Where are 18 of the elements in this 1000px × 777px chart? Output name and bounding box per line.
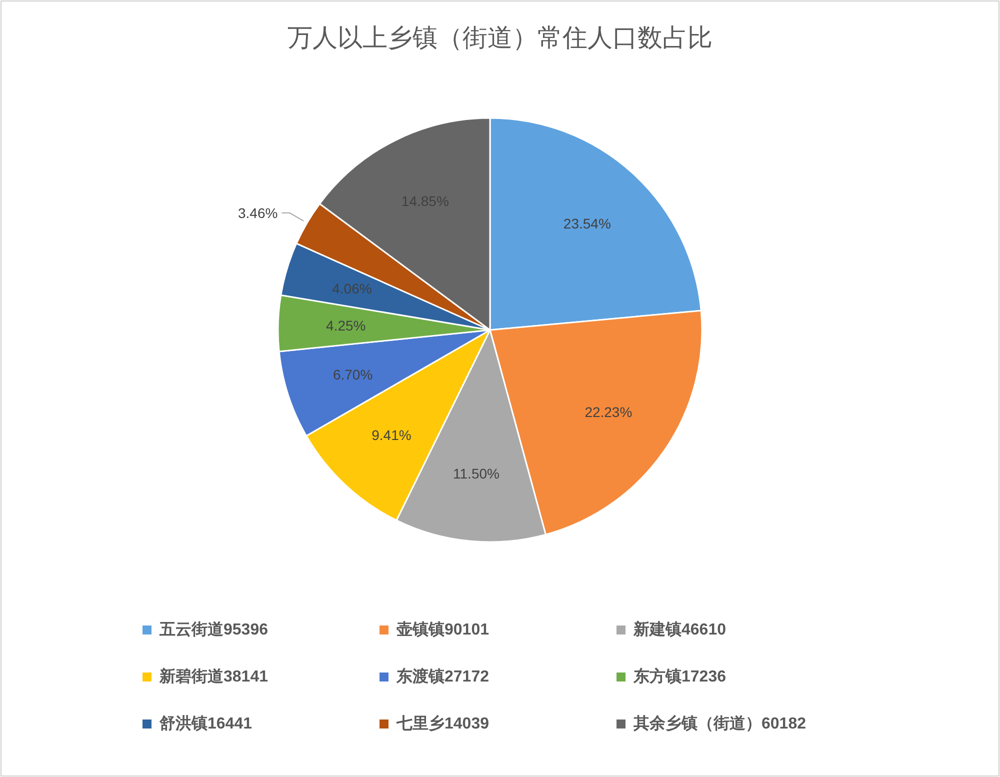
legend-label: 七里乡14039 — [396, 714, 490, 732]
data-label: 4.25% — [326, 317, 366, 334]
data-label: 3.46% — [238, 204, 278, 221]
legend-label: 壶镇镇90101 — [396, 620, 490, 638]
data-label: 4.06% — [332, 280, 372, 296]
data-label: 6.70% — [332, 366, 373, 382]
legend-label: 新建镇46610 — [632, 620, 726, 638]
data-label: 22.23% — [584, 404, 632, 420]
legend-label: 东渡镇27172 — [396, 668, 490, 686]
data-label: 9.41% — [372, 427, 412, 444]
legend-label: 新碧街道38141 — [158, 668, 268, 686]
data-label: 11.50% — [453, 466, 500, 482]
legend-label: 五云街道95396 — [158, 620, 268, 638]
legend-label: 舒洪镇16441 — [158, 714, 252, 732]
chart-title: 万人以上乡镇（街道）常住人口数占比 — [288, 25, 712, 52]
legend-label: 其余乡镇（街道）60182 — [632, 714, 806, 732]
data-label: 23.54% — [563, 215, 611, 232]
legend-label: 东方镇17236 — [632, 666, 726, 686]
